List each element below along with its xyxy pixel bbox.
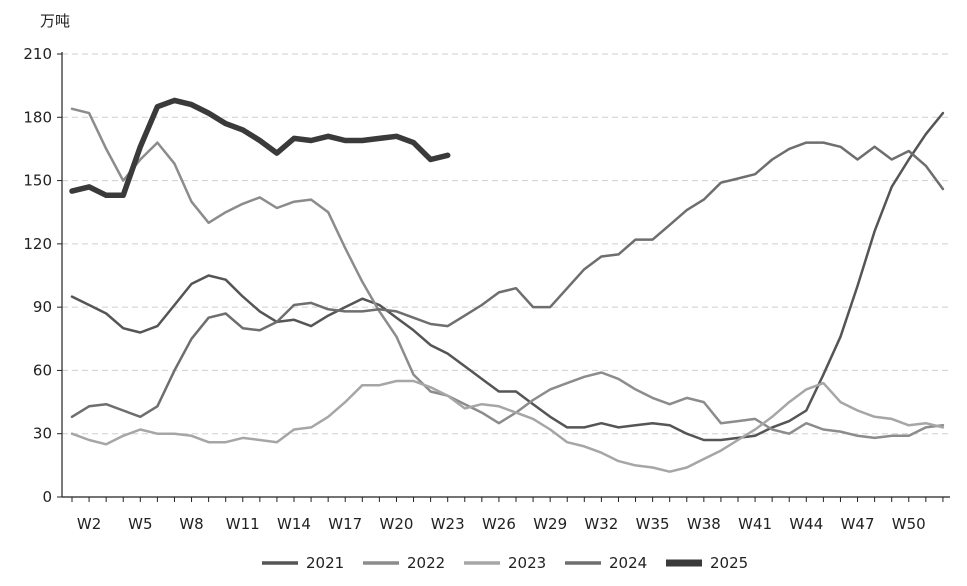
x-tick-label: W23 xyxy=(431,515,465,533)
y-tick-label: 0 xyxy=(42,488,52,506)
axes xyxy=(57,52,950,502)
gridlines xyxy=(62,53,950,435)
x-tick-label: W17 xyxy=(328,515,362,533)
x-tick-label: W32 xyxy=(584,515,618,533)
legend-label-2021: 2021 xyxy=(306,554,344,572)
y-tick-labels: 0 30 60 90 120 150 180 210 xyxy=(23,45,52,506)
x-tick-label: W14 xyxy=(277,515,311,533)
legend-label-2023: 2023 xyxy=(508,554,546,572)
y-tick-label: 150 xyxy=(23,172,52,190)
y-tick-label: 180 xyxy=(23,108,52,126)
x-tick-label: W44 xyxy=(789,515,823,533)
legend-label-2025: 2025 xyxy=(710,554,748,572)
y-tick-label: 90 xyxy=(33,298,52,316)
series-lines xyxy=(69,97,945,473)
x-tick-label: W38 xyxy=(687,515,721,533)
series-line-2024 xyxy=(70,141,945,419)
legend-label-2022: 2022 xyxy=(407,554,445,572)
x-tick-label: W2 xyxy=(77,515,101,533)
x-tick-labels: W2 W5 W8 W11 W14 W17 W20 W23 W26 W29 W32 W35 W38 W41 W… xyxy=(77,515,926,533)
x-tick-label: W41 xyxy=(738,515,772,533)
x-tick-label: W29 xyxy=(533,515,567,533)
legend: 2021 2022 2023 2024 2025 xyxy=(262,554,748,572)
x-tick-label: W35 xyxy=(636,515,670,533)
series-line-2025 xyxy=(69,97,451,199)
x-tick-label: W26 xyxy=(482,515,516,533)
y-axis-unit-label: 万吨 xyxy=(40,12,70,30)
x-tick-label: W8 xyxy=(179,515,203,533)
x-tick-label: W11 xyxy=(226,515,260,533)
x-tick-label: W5 xyxy=(128,515,152,533)
series-line-2023 xyxy=(70,379,945,473)
series-line-2021 xyxy=(70,111,945,442)
legend-label-2024: 2024 xyxy=(609,554,647,572)
y-tick-label: 210 xyxy=(23,45,52,63)
y-tick-label: 60 xyxy=(33,361,52,379)
x-tick-label: W47 xyxy=(841,515,875,533)
x-tick-label: W50 xyxy=(892,515,926,533)
y-tick-label: 120 xyxy=(23,235,52,253)
x-tick-label: W20 xyxy=(380,515,414,533)
series-line-2022 xyxy=(70,107,945,440)
y-tick-label: 30 xyxy=(33,425,52,443)
